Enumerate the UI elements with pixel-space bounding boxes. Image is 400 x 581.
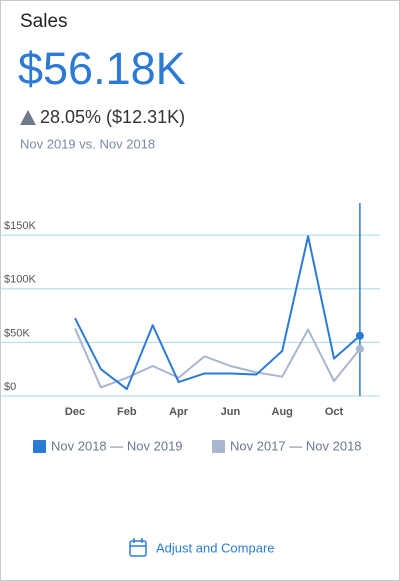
up-triangle [20,110,36,125]
cursor-dot [355,344,364,353]
x-tick-label: Oct [325,406,344,418]
x-tick-label: Dec [65,406,85,418]
kpi-change: 28.05% ($12.31K) [40,107,185,127]
legend-label: Nov 2017 — Nov 2018 [230,438,362,453]
calendar-icon [129,540,147,557]
legend-label: Nov 2018 — Nov 2019 [51,438,183,453]
series-line [74,328,361,389]
x-tick-label: Jun [221,406,241,418]
legend-swatch [212,440,225,453]
x-tick-label: Feb [117,406,137,418]
y-tick-label: $150K [4,220,36,232]
comparison: Nov 2019 vs. Nov 2018 [20,136,155,151]
y-tick-label: $100K [4,274,36,286]
x-tick-label: Aug [272,406,293,418]
series-line [74,235,361,391]
legend-swatch [33,440,46,453]
y-tick-label: $0 [4,381,16,393]
y-tick-label: $50K [4,327,30,339]
cursor-dot [355,331,364,340]
x-tick-label: Apr [169,406,189,418]
title: Sales [20,11,68,32]
adjust-button[interactable]: Adjust and Compare [129,538,275,557]
kpi-value: $56.18K [18,43,186,94]
button-label[interactable]: Adjust and Compare [156,540,275,555]
